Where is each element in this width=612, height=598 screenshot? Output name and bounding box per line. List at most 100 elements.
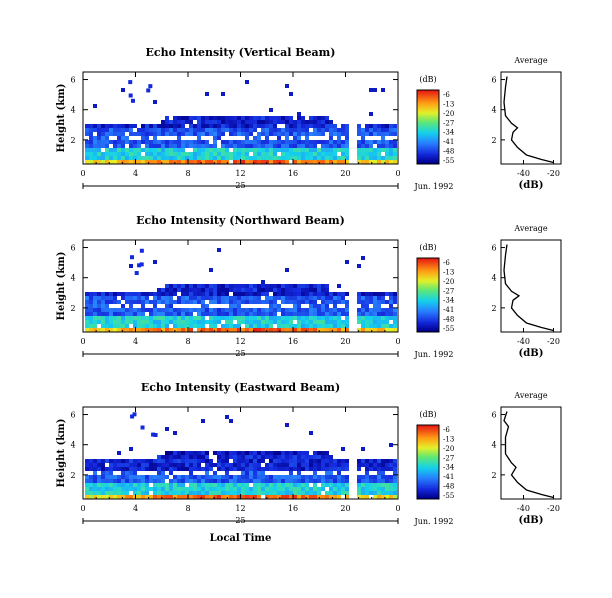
heatmap-cell bbox=[269, 116, 273, 120]
heatmap-cell bbox=[341, 296, 345, 300]
heatmap-cell bbox=[237, 483, 241, 487]
heatmap-cell bbox=[293, 132, 297, 136]
heatmap-cell bbox=[189, 328, 193, 332]
heatmap-cell bbox=[265, 483, 269, 487]
heatmap-cell bbox=[121, 88, 125, 92]
heatmap-cell bbox=[281, 152, 285, 156]
heatmap-cell bbox=[189, 483, 193, 487]
heatmap-cell bbox=[297, 152, 301, 156]
heatmap-cell bbox=[89, 148, 93, 152]
colorbar-segment bbox=[417, 134, 439, 137]
heatmap-cell bbox=[377, 495, 381, 499]
heatmap-cell bbox=[341, 324, 345, 328]
heatmap-cell bbox=[377, 324, 381, 328]
heatmap-cell bbox=[341, 152, 345, 156]
heatmap-cell bbox=[361, 136, 365, 140]
heatmap-cell bbox=[197, 479, 201, 483]
heatmap-cell bbox=[261, 451, 265, 455]
heatmap-cell bbox=[333, 475, 337, 479]
heatmap-cell bbox=[217, 475, 221, 479]
heatmap-cell bbox=[93, 308, 97, 312]
heatmap-cell bbox=[189, 459, 193, 463]
heatmap-cell bbox=[173, 152, 177, 156]
heatmap-cell bbox=[217, 136, 221, 140]
heatmap-cell bbox=[281, 459, 285, 463]
heatmap-cell bbox=[173, 320, 177, 324]
heatmap-cell bbox=[281, 288, 285, 292]
colorbar-tick-label: -6 bbox=[443, 426, 450, 434]
colorbar-segment bbox=[417, 447, 439, 450]
heatmap-cell bbox=[317, 288, 321, 292]
heatmap-cell bbox=[261, 491, 265, 495]
heatmap-cell bbox=[385, 320, 389, 324]
heatmap-cell bbox=[277, 120, 281, 124]
heatmap-cell bbox=[153, 100, 157, 104]
heatmap-cell bbox=[205, 495, 209, 499]
heatmap-cell bbox=[357, 132, 361, 136]
heatmap-cell bbox=[389, 316, 393, 320]
heatmap-cell bbox=[285, 475, 289, 479]
heatmap-cell bbox=[217, 292, 221, 296]
heatmap-cell bbox=[369, 491, 373, 495]
heatmap-cell bbox=[381, 160, 385, 164]
heatmap-cell bbox=[345, 140, 349, 144]
heatmap-cell bbox=[365, 292, 369, 296]
heatmap-cell bbox=[365, 132, 369, 136]
heatmap-cell bbox=[241, 124, 245, 128]
heatmap-cell bbox=[217, 495, 221, 499]
heatmap-cell bbox=[341, 140, 345, 144]
colorbar-segment bbox=[417, 158, 439, 161]
heatmap-cell bbox=[141, 495, 145, 499]
heatmap-cell bbox=[133, 463, 137, 467]
heatmap-cell bbox=[313, 292, 317, 296]
heatmap-cell bbox=[109, 328, 113, 332]
heatmap-cell bbox=[85, 328, 89, 332]
colorbar-segment bbox=[417, 287, 439, 290]
heatmap-cell bbox=[377, 160, 381, 164]
heatmap-cell bbox=[205, 491, 209, 495]
heatmap-cell bbox=[245, 160, 249, 164]
heatmap-cell bbox=[157, 288, 161, 292]
heatmap-cell bbox=[377, 491, 381, 495]
heatmap-cell bbox=[345, 160, 349, 164]
heatmap-cell bbox=[213, 156, 217, 160]
heatmap-cell bbox=[85, 304, 89, 308]
heatmap-cell bbox=[241, 148, 245, 152]
heatmap-cell bbox=[265, 300, 269, 304]
heatmap-cell bbox=[269, 328, 273, 332]
heatmap-cell bbox=[257, 116, 261, 120]
heatmap-cell bbox=[173, 128, 177, 132]
heatmap-cell bbox=[157, 300, 161, 304]
heatmap-cell bbox=[121, 124, 125, 128]
heatmap-cell bbox=[221, 148, 225, 152]
heatmap-cell bbox=[153, 324, 157, 328]
heatmap-cell bbox=[125, 308, 129, 312]
heatmap-cell bbox=[201, 312, 205, 316]
heatmap-cell bbox=[189, 324, 193, 328]
heatmap-cell bbox=[245, 459, 249, 463]
heatmap-cell bbox=[225, 152, 229, 156]
heatmap-cell bbox=[205, 475, 209, 479]
heatmap-cell bbox=[177, 491, 181, 495]
heatmap-cell bbox=[229, 316, 233, 320]
heatmap-cell bbox=[249, 160, 253, 164]
heatmap-cell bbox=[221, 284, 225, 288]
heatmap-cell bbox=[109, 132, 113, 136]
heatmap-cell bbox=[261, 455, 265, 459]
colorbar-segment bbox=[417, 278, 439, 281]
heatmap-cell bbox=[93, 491, 97, 495]
heatmap-cell bbox=[269, 479, 273, 483]
heatmap-cell bbox=[297, 320, 301, 324]
heatmap-cell bbox=[193, 144, 197, 148]
heatmap-cell bbox=[229, 132, 233, 136]
heatmap-cell bbox=[101, 495, 105, 499]
heatmap-cell bbox=[129, 156, 133, 160]
heatmap-cell bbox=[237, 116, 241, 120]
heatmap-cell bbox=[141, 328, 145, 332]
x-tick-label: 0 bbox=[395, 504, 400, 513]
heatmap-cell bbox=[121, 152, 125, 156]
heatmap-cell bbox=[281, 324, 285, 328]
heatmap-cell bbox=[321, 292, 325, 296]
heatmap-cell bbox=[209, 312, 213, 316]
heatmap-cell bbox=[357, 463, 361, 467]
